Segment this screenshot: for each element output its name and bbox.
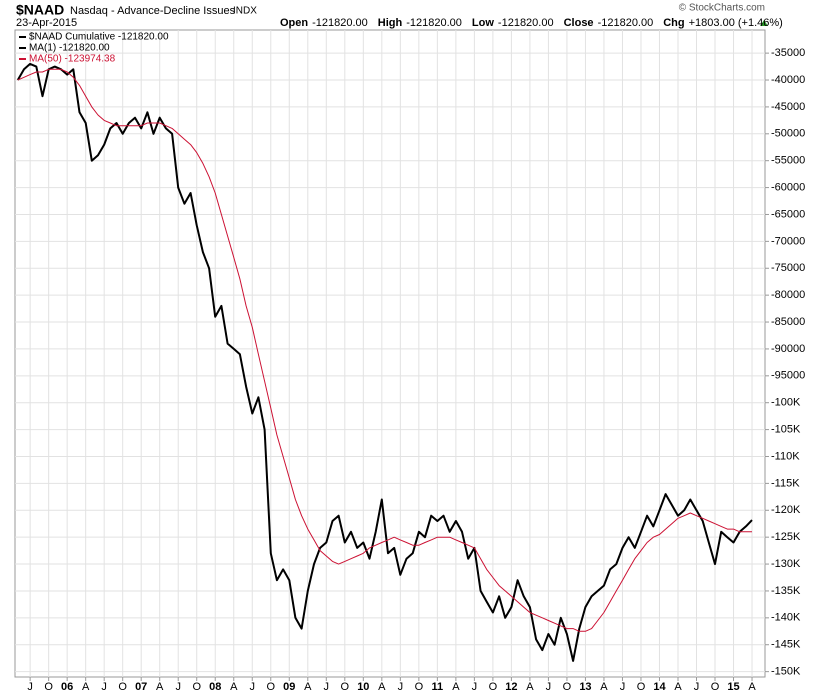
x-tick-label: A: [526, 681, 534, 693]
y-tick-label: -50000: [771, 128, 805, 140]
x-tick-label: J: [250, 681, 256, 693]
x-tick-label: 08: [209, 681, 221, 693]
legend-label: $NAAD Cumulative -121820.00: [29, 32, 169, 43]
y-tick-label: -35000: [771, 47, 805, 59]
x-tick-label: J: [27, 681, 33, 693]
y-tick-label: -90000: [771, 343, 805, 355]
x-tick-label: 13: [579, 681, 591, 693]
y-tick-label: -115K: [771, 477, 800, 489]
y-tick-label: -45000: [771, 101, 805, 113]
x-tick-label: O: [118, 681, 127, 693]
quote-label: Low: [472, 17, 494, 29]
up-arrow: [760, 20, 768, 26]
series-line: [16, 62, 753, 662]
quote-value: -121820.00: [312, 17, 368, 29]
x-tick-label: A: [748, 681, 756, 693]
x-tick-label: 15: [727, 681, 739, 693]
chart-subtitle: Nasdaq - Advance-Decline Issues: [70, 5, 236, 17]
x-tick-label: O: [341, 681, 350, 693]
x-tick-label: O: [489, 681, 498, 693]
x-tick-label: J: [546, 681, 552, 693]
y-tick-label: -105K: [771, 424, 801, 436]
y-tick-label: -110K: [771, 450, 800, 462]
y-tick-label: -40000: [771, 74, 805, 86]
series-line: [17, 68, 753, 632]
x-tick-label: O: [415, 681, 424, 693]
y-tick-label: -80000: [771, 289, 805, 301]
x-tick-label: O: [192, 681, 201, 693]
x-tick-label: J: [620, 681, 626, 693]
y-tick-label: -75000: [771, 262, 805, 274]
x-tick-label: O: [266, 681, 275, 693]
x-tick-label: 06: [61, 681, 73, 693]
x-tick-label: J: [324, 681, 330, 693]
x-tick-label: A: [82, 681, 90, 693]
x-tick-label: O: [637, 681, 646, 693]
x-tick-label: A: [230, 681, 238, 693]
quote-label: Chg: [663, 17, 684, 29]
y-tick-label: -135K: [771, 585, 801, 597]
x-tick-label: A: [304, 681, 312, 693]
quote-value: -121820.00: [598, 17, 654, 29]
y-tick-label: -125K: [771, 531, 801, 543]
quote-value: -121820.00: [498, 17, 554, 29]
quote-value: -121820.00: [406, 17, 462, 29]
y-tick-label: -100K: [771, 397, 801, 409]
x-tick-label: A: [452, 681, 460, 693]
x-tick-label: J: [694, 681, 700, 693]
y-tick-label: -120K: [771, 504, 801, 516]
y-tick-label: -65000: [771, 208, 805, 220]
x-tick-label: 11: [432, 681, 444, 693]
x-tick-label: J: [175, 681, 181, 693]
quote-value: +1803.00 (+1.46%): [689, 17, 783, 29]
x-tick-label: 09: [283, 681, 295, 693]
x-tick-label: O: [711, 681, 720, 693]
y-tick-label: -95000: [771, 370, 805, 382]
x-tick-label: A: [156, 681, 164, 693]
y-tick-label: -70000: [771, 235, 805, 247]
copyright: © StockCharts.com: [679, 3, 765, 14]
y-tick-label: -145K: [771, 639, 801, 651]
quote: Open -121820.00 High -121820.00 Low -121820.0…: [280, 17, 783, 29]
x-tick-label: J: [101, 681, 107, 693]
x-tick-label: 07: [135, 681, 147, 693]
legend-label: MA(50) -123974.38: [29, 54, 116, 65]
y-tick-label: -60000: [771, 181, 805, 193]
y-tick-label: -130K: [771, 558, 801, 570]
quote-label: Open: [280, 17, 308, 29]
x-tick-label: 14: [653, 681, 666, 693]
y-tick-label: -140K: [771, 612, 801, 624]
x-tick-label: 12: [505, 681, 517, 693]
x-tick-label: O: [563, 681, 572, 693]
x-tick-label: J: [398, 681, 404, 693]
y-tick-label: -85000: [771, 316, 805, 328]
chart-title: $NAAD: [16, 2, 64, 18]
x-tick-label: J: [472, 681, 478, 693]
x-tick-label: A: [378, 681, 386, 693]
x-tick-label: O: [44, 681, 53, 693]
y-tick-label: -150K: [771, 666, 801, 678]
quote-label: Close: [564, 17, 594, 29]
legend-label: MA(1) -121820.00: [29, 43, 110, 54]
quote-label: High: [378, 17, 403, 29]
plot-frame: [14, 29, 766, 678]
exchange: INDX: [233, 6, 257, 17]
x-tick-label: 10: [357, 681, 369, 693]
date: 23-Apr-2015: [16, 17, 77, 29]
y-tick-label: -55000: [771, 155, 805, 167]
x-tick-label: A: [674, 681, 682, 693]
x-tick-label: A: [600, 681, 608, 693]
